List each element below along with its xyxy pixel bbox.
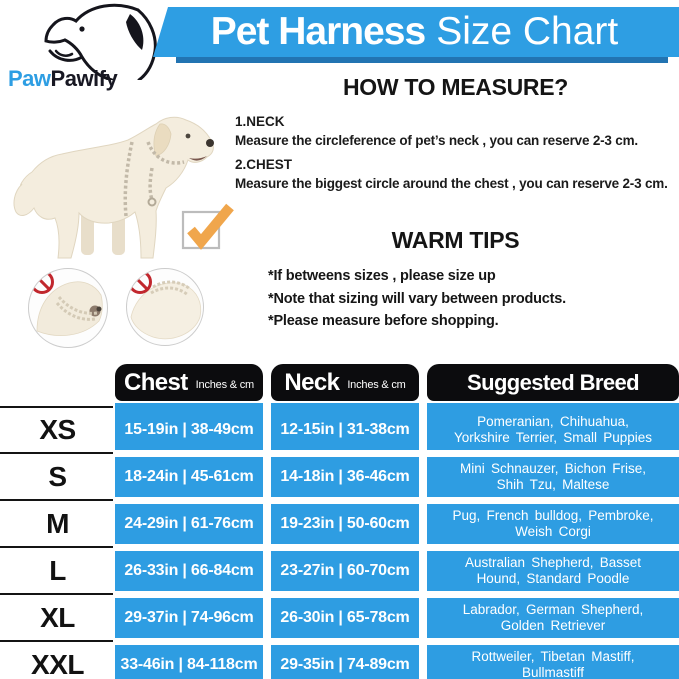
breed-line: Shih Tzu, Maltese (496, 477, 610, 492)
size-column-divider (0, 593, 113, 595)
wrong-measure-example-2 (126, 268, 204, 346)
chest-value: 15-19in | 38-49cm (115, 410, 263, 450)
neck-value: 29-35in | 74-89cm (271, 645, 419, 679)
banner-title-bold: Pet Harness (210, 10, 426, 53)
column-header-neck: Neck Inches & cm (271, 364, 419, 410)
breed-line: Australian Shepherd, Basset (464, 554, 642, 570)
brand-wordmark-accent: Paw (8, 66, 51, 91)
breed-line: Bullmastiff (521, 665, 585, 679)
chest-value: 18-24in | 45-61cm (115, 457, 263, 497)
brand-wordmark: PawPawify (8, 66, 118, 92)
neck-value: 14-18in | 36-46cm (271, 457, 419, 497)
step-neck-label: 1.NECK (235, 114, 285, 129)
banner-title-light: Size Chart (436, 10, 619, 53)
breed-header-label: Suggested Breed (467, 369, 640, 395)
dog-neck-crop-2 (130, 280, 202, 340)
how-to-measure-title: HOW TO MEASURE? (342, 74, 569, 100)
size-column-divider (0, 546, 113, 548)
breed-line: Labrador, German Shepherd, (462, 601, 644, 617)
table-row-m: M 24-29in | 61-76cm 19-23in | 50-60cm Pu… (0, 504, 679, 544)
column-header-breed: Suggested Breed (427, 364, 679, 410)
warm-tips-list: *If betweens sizes , please size up *Not… (232, 268, 679, 329)
size-label: XS (39, 414, 76, 445)
column-header-chest: Chest Inches & cm (115, 364, 263, 410)
size-label: XXL (31, 649, 84, 679)
header-accent-strip (427, 403, 679, 410)
step-chest-label: 2.CHEST (235, 157, 293, 172)
size-label: S (48, 461, 67, 492)
breed-value: Mini Schnauzer, Bichon Frise, Shih Tzu, … (427, 457, 679, 497)
neck-header-units: Inches & cm (347, 379, 406, 391)
neck-value: 26-30in | 65-78cm (271, 598, 419, 638)
wrong-measure-example-1 (28, 268, 108, 348)
tip-item: *Note that sizing will vary between prod… (268, 290, 566, 307)
table-row-s: S 18-24in | 45-61cm 14-18in | 36-46cm Mi… (0, 457, 679, 497)
instructions-panel: HOW TO MEASURE? 1.NECK Measure the circl… (232, 74, 679, 336)
size-column-divider (0, 640, 113, 642)
dog-measuring-illustration (13, 116, 214, 259)
banner-shadow-strip (176, 57, 668, 63)
chest-value: 26-33in | 66-84cm (115, 551, 263, 591)
no-symbol-icon (128, 270, 152, 294)
warm-tips-title: WARM TIPS (391, 227, 520, 253)
size-label: M (46, 508, 69, 539)
size-label: XL (40, 602, 75, 633)
step-chest-text: Measure the biggest circle around the ch… (235, 176, 668, 191)
dog-neck-crop-1 (36, 281, 103, 336)
breed-value: Labrador, German Shepherd, Golden Retrie… (427, 598, 679, 638)
harness-straps (123, 141, 185, 217)
breed-line: Yorkshire Terrier, Small Puppies (453, 430, 653, 445)
chest-header-units: Inches & cm (195, 379, 255, 391)
header-accent-strip (115, 403, 263, 410)
measure-steps: 1.NECK Measure the circleference of pet’… (232, 114, 679, 191)
chest-value: 29-37in | 74-96cm (115, 598, 263, 638)
size-column-divider (0, 499, 113, 501)
neck-value: 12-15in | 31-38cm (271, 410, 419, 450)
size-table-rows: XS 15-19in | 38-49cm 12-15in | 31-38cm P… (0, 410, 679, 679)
size-column-divider (0, 452, 113, 454)
tip-item: *Please measure before shopping. (268, 313, 499, 329)
size-table: Chest Inches & cm Neck Inches & cm Sugge… (0, 364, 679, 679)
dog-head-line-art-icon (44, 3, 157, 80)
breed-line: Weish Corgi (515, 524, 591, 539)
chest-header-label: Chest (123, 368, 188, 396)
neck-value: 19-23in | 50-60cm (271, 504, 419, 544)
table-row-xxl: XXL 33-46in | 84-118cm 29-35in | 74-89cm… (0, 645, 679, 679)
breed-line: Rottweiler, Tibetan Mastiff, (471, 648, 635, 664)
breed-line: Hound, Standard Poodle (476, 571, 630, 586)
no-symbol-icon (30, 270, 54, 294)
tip-item: *If betweens sizes , please size up (268, 268, 496, 284)
banner-title: Pet Harness Size Chart (211, 10, 619, 54)
table-row-l: L 26-33in | 66-84cm 23-27in | 60-70cm Au… (0, 551, 679, 591)
chest-value: 24-29in | 61-76cm (115, 504, 263, 544)
table-row-xl: XL 29-37in | 74-96cm 26-30in | 65-78cm L… (0, 598, 679, 638)
size-label: L (49, 555, 66, 586)
breed-line: Golden Retriever (500, 618, 606, 633)
breed-value: Rottweiler, Tibetan Mastiff, Bullmastiff (427, 645, 679, 679)
breed-value: Pomeranian, Chihuahua, Yorkshire Terrier… (427, 410, 679, 450)
step-neck-text: Measure the circleference of pet’s neck … (235, 133, 638, 148)
header-accent-strip (271, 403, 419, 410)
breed-line: Pug, French bulldog, Pembroke, (452, 507, 654, 523)
table-row-xs: XS 15-19in | 38-49cm 12-15in | 31-38cm P… (0, 410, 679, 450)
chest-value: 33-46in | 84-118cm (115, 645, 263, 679)
correct-checkmark-icon (181, 203, 234, 250)
breed-value: Pug, French bulldog, Pembroke, Weish Cor… (427, 504, 679, 544)
breed-line: Pomeranian, Chihuahua, (477, 413, 629, 429)
size-column-divider (0, 406, 113, 408)
brand-wordmark-rest: Pawify (50, 66, 118, 91)
breed-line: Mini Schnauzer, Bichon Frise, (459, 460, 647, 476)
banner: Pet Harness Size Chart (153, 7, 679, 57)
neck-header-label: Neck (284, 368, 340, 396)
neck-value: 23-27in | 60-70cm (271, 551, 419, 591)
breed-value: Australian Shepherd, Basset Hound, Stand… (427, 551, 679, 591)
